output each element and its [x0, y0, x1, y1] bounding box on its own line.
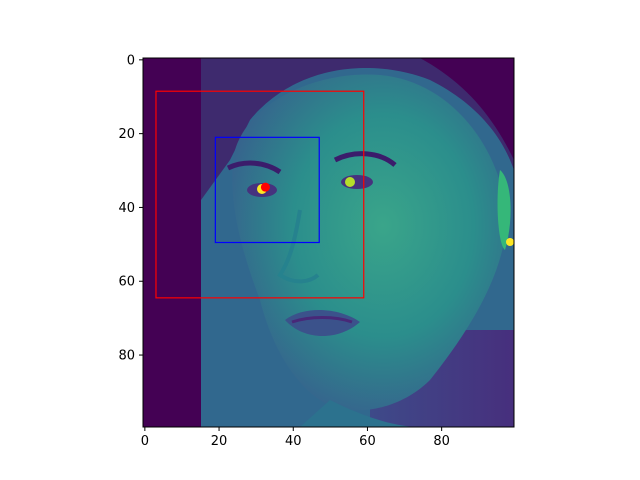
y-tick-label: 40 [118, 201, 135, 216]
y-axis: 0 20 40 60 80 [118, 53, 143, 364]
y-tick-label: 80 [118, 349, 135, 364]
x-axis: 0 20 40 60 80 [141, 427, 450, 449]
x-tick-label: 40 [285, 434, 302, 449]
x-tick-label: 20 [211, 434, 228, 449]
red-box [155, 90, 365, 299]
y-tick-label: 60 [118, 275, 135, 290]
axes-frame [142, 57, 515, 428]
heatmap-image [143, 58, 514, 427]
left-dark-stripe [143, 58, 201, 427]
y-tick-label: 20 [118, 127, 135, 142]
y-tick-label: 0 [127, 53, 135, 68]
x-tick-label: 60 [359, 434, 376, 449]
x-tick-label: 80 [433, 434, 450, 449]
point-marker [260, 182, 270, 192]
blue-box [214, 136, 320, 244]
x-tick-label: 0 [141, 434, 149, 449]
